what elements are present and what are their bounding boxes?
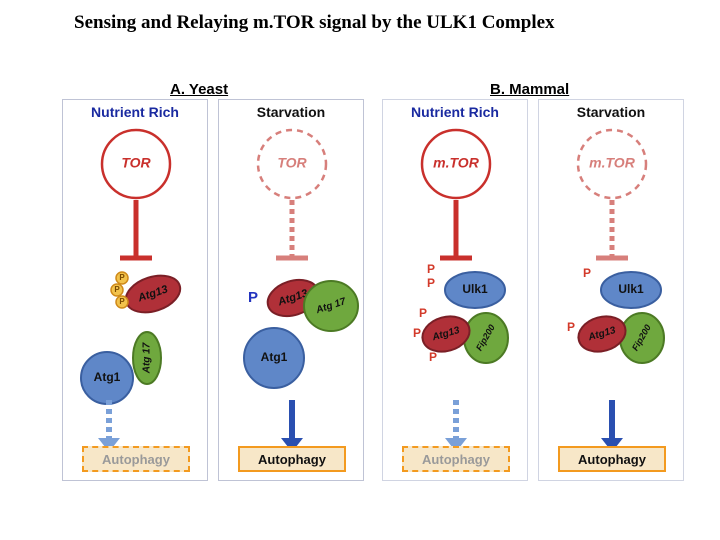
svg-text:Atg 17: Atg 17 <box>142 342 153 374</box>
svg-text:P: P <box>567 320 575 334</box>
svg-text:P: P <box>419 306 427 320</box>
autophagy-box: Autophagy <box>402 446 510 472</box>
panel-svg: m.TORUlk1Fip200Atg13PP <box>539 100 685 482</box>
svg-text:Atg1: Atg1 <box>261 350 288 364</box>
svg-text:Ulk1: Ulk1 <box>618 282 644 296</box>
svg-text:Atg1: Atg1 <box>94 370 121 384</box>
page-title: Sensing and Relaying m.TOR signal by the… <box>74 12 555 34</box>
panel-svg: TORAtg13Atg 17Atg1P <box>219 100 365 482</box>
panel-mam-starv: Starvationm.TORUlk1Fip200Atg13PPAutophag… <box>538 99 684 481</box>
autophagy-box: Autophagy <box>238 446 346 472</box>
panel-yeast-starv: StarvationTORAtg13Atg 17Atg1PAutophagy <box>218 99 364 481</box>
section-b-label: B. Mammal <box>490 81 569 98</box>
autophagy-box: Autophagy <box>558 446 666 472</box>
svg-text:P: P <box>429 350 437 364</box>
svg-text:P: P <box>114 285 120 294</box>
svg-text:P: P <box>413 326 421 340</box>
svg-text:P: P <box>427 276 435 290</box>
svg-text:P: P <box>119 273 125 282</box>
svg-text:m.TOR: m.TOR <box>433 155 480 171</box>
page: Sensing and Relaying m.TOR signal by the… <box>0 0 720 540</box>
svg-text:P: P <box>119 297 125 306</box>
svg-text:TOR: TOR <box>277 155 307 171</box>
panel-yeast-rich: Nutrient RichTORAtg13Atg 17Atg1PPPAutoph… <box>62 99 208 481</box>
panel-svg: m.TORUlk1Fip200Atg13PPPPP <box>383 100 529 482</box>
section-a-label: A. Yeast <box>170 81 228 98</box>
svg-text:Ulk1: Ulk1 <box>462 282 488 296</box>
svg-text:P: P <box>583 266 591 280</box>
svg-text:P: P <box>248 289 258 306</box>
panel-mam-rich: Nutrient Richm.TORUlk1Fip200Atg13PPPPPAu… <box>382 99 528 481</box>
svg-text:P: P <box>427 262 435 276</box>
autophagy-box: Autophagy <box>82 446 190 472</box>
svg-text:m.TOR: m.TOR <box>589 155 636 171</box>
panel-svg: TORAtg13Atg 17Atg1PPP <box>63 100 209 482</box>
svg-text:TOR: TOR <box>121 155 151 171</box>
